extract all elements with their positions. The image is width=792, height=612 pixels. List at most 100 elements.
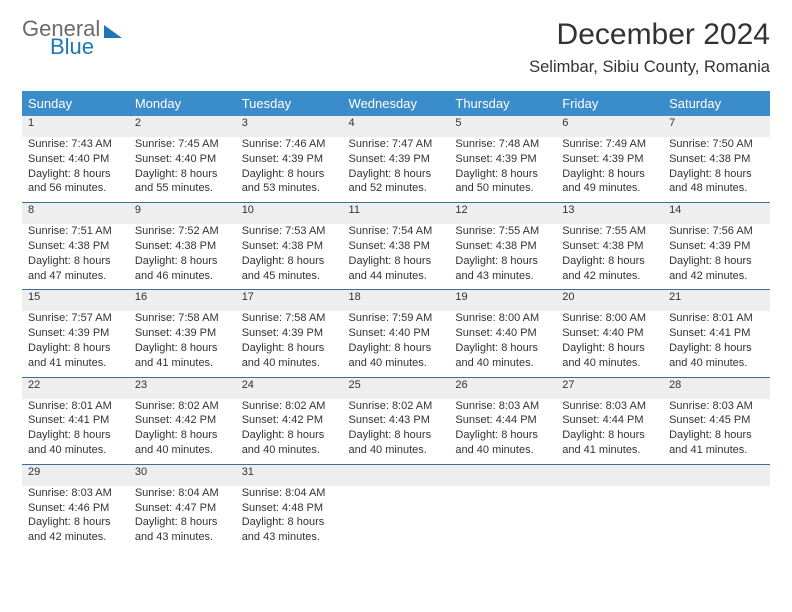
- day-content-cell: Sunrise: 8:00 AMSunset: 4:40 PMDaylight:…: [556, 311, 663, 377]
- day-number-cell: [343, 464, 450, 485]
- daylight-line: Daylight: 8 hours and 43 minutes.: [455, 254, 550, 284]
- day-number-cell: [449, 464, 556, 485]
- day-number-cell: 29: [22, 464, 129, 485]
- daylight-line: Daylight: 8 hours and 47 minutes.: [28, 254, 123, 284]
- calendar-thead: SundayMondayTuesdayWednesdayThursdayFrid…: [22, 91, 770, 116]
- sunset-line: Sunset: 4:39 PM: [455, 152, 550, 167]
- day-number-cell: 8: [22, 203, 129, 224]
- daylight-line: Daylight: 8 hours and 40 minutes.: [242, 428, 337, 458]
- sunrise-line: Sunrise: 7:47 AM: [349, 137, 444, 152]
- sunset-line: Sunset: 4:38 PM: [135, 239, 230, 254]
- day-content-cell: Sunrise: 8:00 AMSunset: 4:40 PMDaylight:…: [449, 311, 556, 377]
- sunset-line: Sunset: 4:38 PM: [455, 239, 550, 254]
- day-content-cell: Sunrise: 7:59 AMSunset: 4:40 PMDaylight:…: [343, 311, 450, 377]
- sunset-line: Sunset: 4:38 PM: [669, 152, 764, 167]
- day-content-cell: Sunrise: 7:49 AMSunset: 4:39 PMDaylight:…: [556, 137, 663, 203]
- day-of-week-header: Monday: [129, 91, 236, 116]
- day-number-cell: 17: [236, 290, 343, 311]
- sunset-line: Sunset: 4:41 PM: [669, 326, 764, 341]
- daylight-line: Daylight: 8 hours and 50 minutes.: [455, 167, 550, 197]
- day-content-cell: Sunrise: 7:45 AMSunset: 4:40 PMDaylight:…: [129, 137, 236, 203]
- sunset-line: Sunset: 4:40 PM: [135, 152, 230, 167]
- sunrise-line: Sunrise: 7:58 AM: [242, 311, 337, 326]
- sunset-line: Sunset: 4:38 PM: [562, 239, 657, 254]
- daylight-line: Daylight: 8 hours and 40 minutes.: [135, 428, 230, 458]
- day-content-cell: Sunrise: 7:58 AMSunset: 4:39 PMDaylight:…: [236, 311, 343, 377]
- sunset-line: Sunset: 4:39 PM: [669, 239, 764, 254]
- sunrise-line: Sunrise: 7:55 AM: [455, 224, 550, 239]
- sunset-line: Sunset: 4:45 PM: [669, 413, 764, 428]
- sunrise-line: Sunrise: 7:57 AM: [28, 311, 123, 326]
- sunrise-line: Sunrise: 7:49 AM: [562, 137, 657, 152]
- day-of-week-header: Wednesday: [343, 91, 450, 116]
- logo: General Blue: [22, 18, 122, 58]
- daylight-line: Daylight: 8 hours and 40 minutes.: [242, 341, 337, 371]
- sunrise-line: Sunrise: 7:48 AM: [455, 137, 550, 152]
- day-content-cell: Sunrise: 8:03 AMSunset: 4:44 PMDaylight:…: [449, 399, 556, 465]
- sunset-line: Sunset: 4:40 PM: [28, 152, 123, 167]
- page-header: General Blue December 2024 Selimbar, Sib…: [22, 18, 770, 77]
- day-number-cell: 25: [343, 377, 450, 398]
- sunrise-line: Sunrise: 8:02 AM: [349, 399, 444, 414]
- sunset-line: Sunset: 4:46 PM: [28, 501, 123, 516]
- day-content-cell: Sunrise: 7:58 AMSunset: 4:39 PMDaylight:…: [129, 311, 236, 377]
- sunrise-line: Sunrise: 8:03 AM: [28, 486, 123, 501]
- day-number-cell: 28: [663, 377, 770, 398]
- sunset-line: Sunset: 4:40 PM: [455, 326, 550, 341]
- day-content-row: Sunrise: 7:51 AMSunset: 4:38 PMDaylight:…: [22, 224, 770, 290]
- sunrise-line: Sunrise: 7:56 AM: [669, 224, 764, 239]
- daylight-line: Daylight: 8 hours and 43 minutes.: [135, 515, 230, 545]
- day-content-cell: Sunrise: 7:55 AMSunset: 4:38 PMDaylight:…: [449, 224, 556, 290]
- sunset-line: Sunset: 4:39 PM: [135, 326, 230, 341]
- daylight-line: Daylight: 8 hours and 40 minutes.: [669, 341, 764, 371]
- sunrise-line: Sunrise: 7:58 AM: [135, 311, 230, 326]
- daylight-line: Daylight: 8 hours and 42 minutes.: [28, 515, 123, 545]
- day-number-cell: 15: [22, 290, 129, 311]
- day-number-cell: 1: [22, 116, 129, 137]
- sunrise-line: Sunrise: 8:01 AM: [28, 399, 123, 414]
- daylight-line: Daylight: 8 hours and 52 minutes.: [349, 167, 444, 197]
- sunrise-line: Sunrise: 7:59 AM: [349, 311, 444, 326]
- day-number-cell: 14: [663, 203, 770, 224]
- sunset-line: Sunset: 4:38 PM: [349, 239, 444, 254]
- daylight-line: Daylight: 8 hours and 56 minutes.: [28, 167, 123, 197]
- daylight-line: Daylight: 8 hours and 40 minutes.: [28, 428, 123, 458]
- sunset-line: Sunset: 4:40 PM: [349, 326, 444, 341]
- daylight-line: Daylight: 8 hours and 41 minutes.: [28, 341, 123, 371]
- day-number-cell: 2: [129, 116, 236, 137]
- day-of-week-header: Thursday: [449, 91, 556, 116]
- sunrise-line: Sunrise: 8:03 AM: [669, 399, 764, 414]
- day-content-cell: Sunrise: 7:50 AMSunset: 4:38 PMDaylight:…: [663, 137, 770, 203]
- day-number-cell: 9: [129, 203, 236, 224]
- daylight-line: Daylight: 8 hours and 42 minutes.: [562, 254, 657, 284]
- daylight-line: Daylight: 8 hours and 40 minutes.: [349, 428, 444, 458]
- day-number-cell: [556, 464, 663, 485]
- day-number-cell: 16: [129, 290, 236, 311]
- title-block: December 2024 Selimbar, Sibiu County, Ro…: [529, 18, 770, 77]
- sunrise-line: Sunrise: 7:51 AM: [28, 224, 123, 239]
- day-content-cell: [449, 486, 556, 551]
- daylight-line: Daylight: 8 hours and 41 minutes.: [562, 428, 657, 458]
- sunrise-line: Sunrise: 8:01 AM: [669, 311, 764, 326]
- sunrise-line: Sunrise: 8:03 AM: [455, 399, 550, 414]
- day-number-cell: 3: [236, 116, 343, 137]
- sunset-line: Sunset: 4:42 PM: [135, 413, 230, 428]
- sunset-line: Sunset: 4:40 PM: [562, 326, 657, 341]
- day-number-cell: 7: [663, 116, 770, 137]
- sunset-line: Sunset: 4:38 PM: [242, 239, 337, 254]
- day-number-cell: 4: [343, 116, 450, 137]
- day-number-cell: 26: [449, 377, 556, 398]
- day-content-row: Sunrise: 8:01 AMSunset: 4:41 PMDaylight:…: [22, 399, 770, 465]
- daylight-line: Daylight: 8 hours and 43 minutes.: [242, 515, 337, 545]
- sunset-line: Sunset: 4:41 PM: [28, 413, 123, 428]
- day-number-row: 15161718192021: [22, 290, 770, 311]
- day-number-cell: [663, 464, 770, 485]
- sunset-line: Sunset: 4:39 PM: [242, 326, 337, 341]
- day-content-cell: [343, 486, 450, 551]
- day-of-week-header: Tuesday: [236, 91, 343, 116]
- sunset-line: Sunset: 4:39 PM: [562, 152, 657, 167]
- day-content-cell: Sunrise: 8:02 AMSunset: 4:43 PMDaylight:…: [343, 399, 450, 465]
- day-content-cell: Sunrise: 7:56 AMSunset: 4:39 PMDaylight:…: [663, 224, 770, 290]
- day-content-cell: Sunrise: 8:02 AMSunset: 4:42 PMDaylight:…: [236, 399, 343, 465]
- daylight-line: Daylight: 8 hours and 40 minutes.: [562, 341, 657, 371]
